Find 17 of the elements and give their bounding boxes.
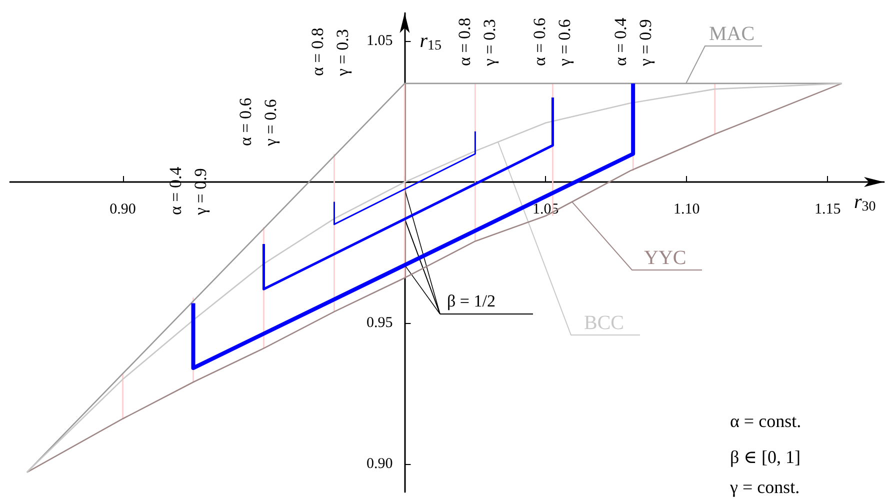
annotation: β = 1/2 (447, 292, 496, 310)
annotation: γ = const. (729, 477, 800, 497)
y-tick-label: 0.95 (366, 314, 393, 331)
x-tick-label: 1.15 (814, 202, 841, 218)
annotation: α = 0.6 γ = 0.6 (236, 98, 280, 147)
annotation: β ∈ [0, 1] (730, 447, 800, 467)
annotation: α = const. (730, 411, 802, 431)
annotation: α = 0.8 γ = 0.3 (455, 18, 499, 67)
annotation: α = 0.4 γ = 0.9 (611, 17, 655, 67)
x-tick-label: 0.90 (110, 202, 136, 218)
annotation: α = 0.6 γ = 0.6 (530, 18, 574, 67)
y-tick-label: 0.90 (366, 456, 393, 472)
series-label: MAC (709, 23, 755, 45)
annotation: α = 0.8 γ = 0.3 (308, 28, 352, 77)
x-tick-label: 1.10 (674, 202, 700, 218)
y-tick-label: 1.05 (366, 33, 393, 50)
text: YYC (644, 247, 686, 269)
